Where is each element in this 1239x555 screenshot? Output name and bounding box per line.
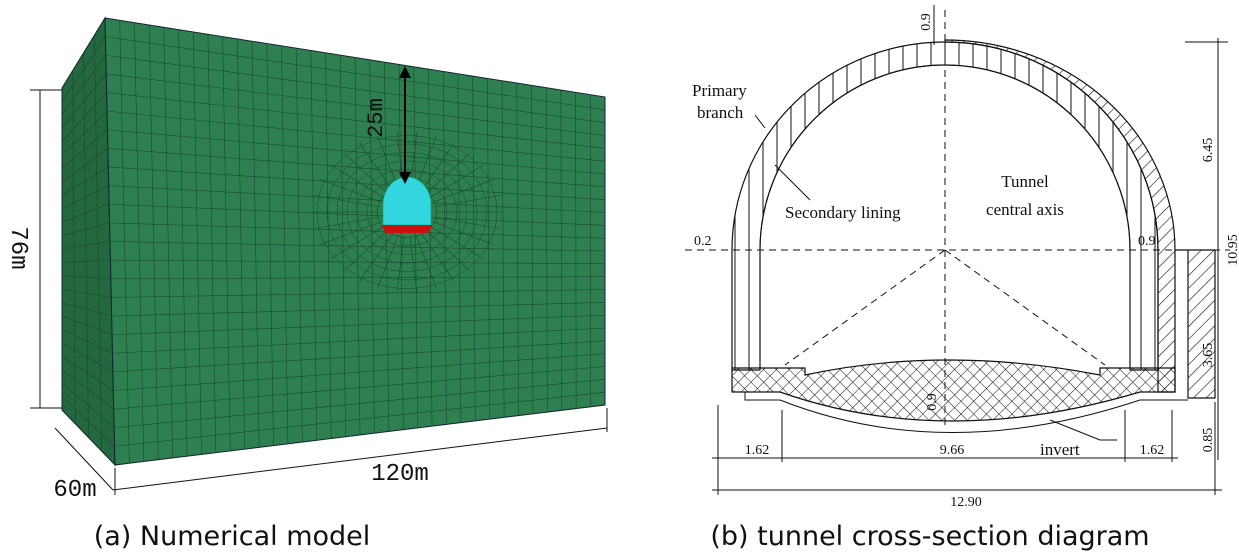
depth-label: 25m	[364, 98, 389, 138]
height-label: 76m	[4, 226, 31, 269]
tunnel-invert	[381, 225, 433, 233]
invert-fill	[732, 360, 1175, 421]
dim-label: 12.90	[950, 495, 982, 510]
cross-section: Primary branch Secondary lining Tunnel c…	[685, 5, 1239, 552]
leader	[755, 115, 765, 128]
dim-label: 0.9	[1138, 234, 1156, 249]
dim-label: 10.95	[1226, 234, 1239, 266]
label-secondary: Secondary lining	[785, 203, 901, 222]
length-label: 120m	[371, 461, 429, 488]
label-primary: branch	[697, 103, 744, 122]
dim-label: 1.62	[745, 443, 770, 458]
dim-label: 0.85	[1201, 428, 1216, 453]
figure: 25m 76m 60m 120m (a) Numerical model	[0, 0, 1239, 555]
dim-label: 0.9	[919, 13, 934, 31]
model: 25m 76m 60m 120m (a) Numerical model	[4, 18, 607, 552]
dim-label: 6.45	[1201, 138, 1216, 163]
page: {"panel_a": {"caption": "(a) Numerical m…	[0, 0, 1239, 555]
dim-label: 3.65	[1201, 343, 1216, 368]
dim-label: 9.66	[940, 443, 965, 458]
caption-b: (b) tunnel cross-section diagram	[710, 521, 1149, 552]
model-front-face	[105, 18, 605, 465]
radius-line	[945, 250, 1105, 365]
leader	[1050, 420, 1100, 440]
label-axis: Tunnel	[1001, 172, 1049, 191]
caption-a: (a) Numerical model	[94, 521, 371, 552]
label-axis: central axis	[986, 200, 1064, 219]
dim-label: 1.62	[1140, 443, 1165, 458]
leader	[775, 165, 810, 200]
dim-label: 0.2	[694, 234, 712, 249]
label-primary: Primary	[692, 81, 747, 100]
dim-label: 0.9	[925, 393, 940, 411]
width-label: 60m	[53, 477, 96, 504]
radius-line	[785, 250, 945, 365]
label-invert: invert	[1040, 440, 1080, 459]
